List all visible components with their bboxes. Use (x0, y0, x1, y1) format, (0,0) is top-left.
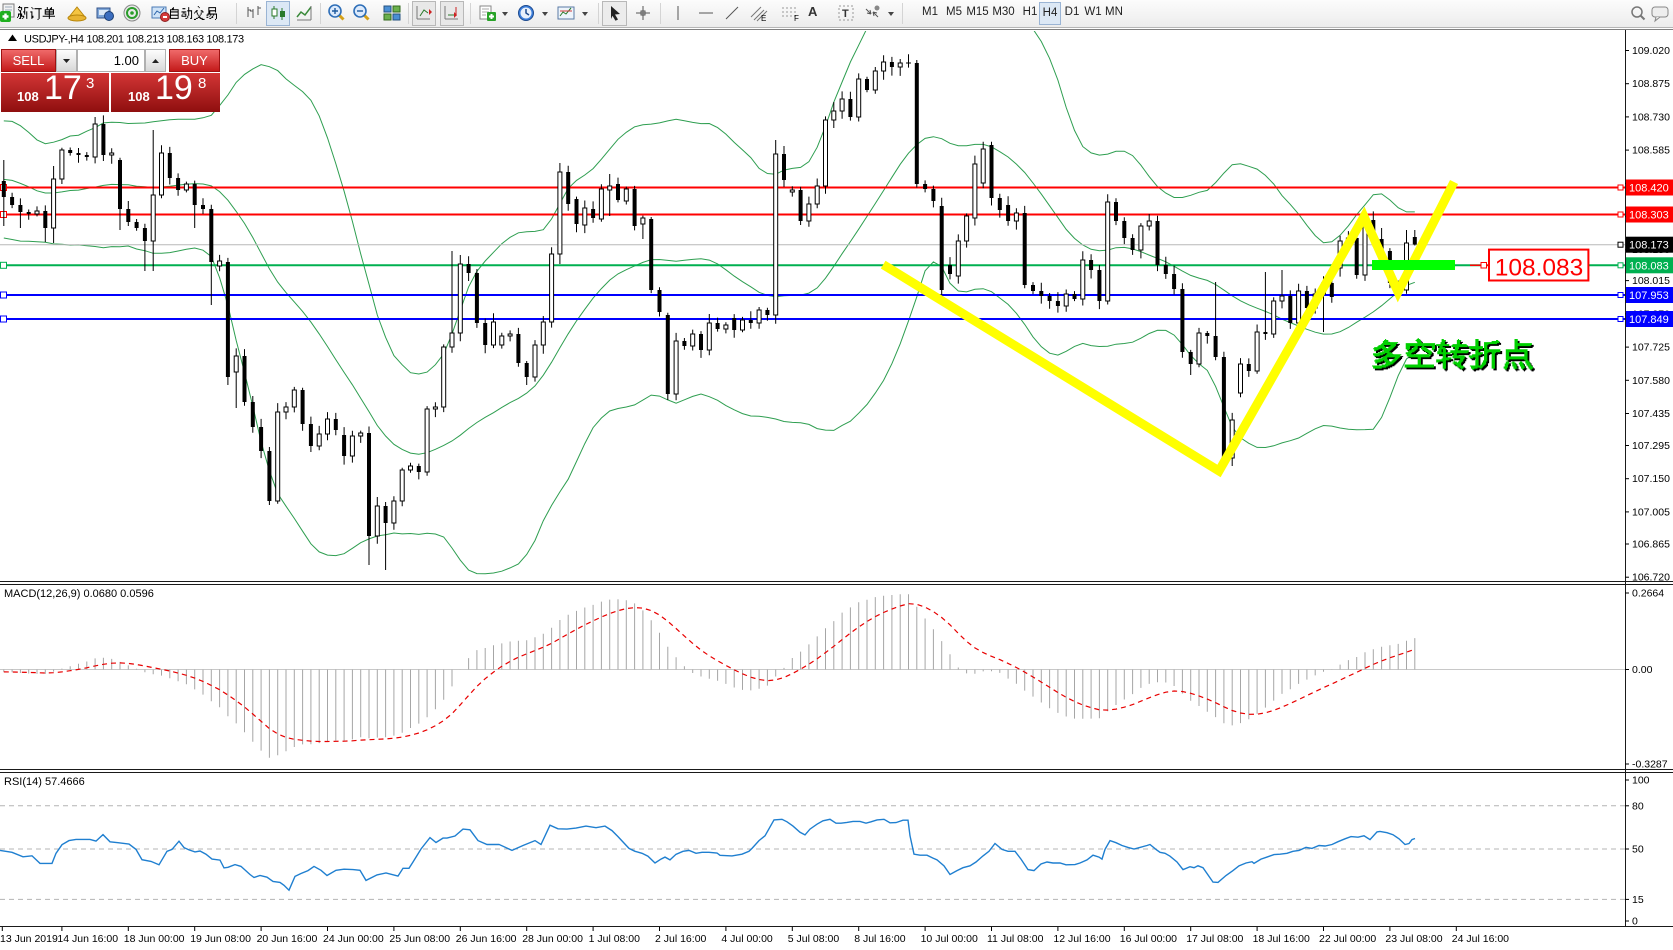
svg-text:107.953: 107.953 (1629, 290, 1669, 302)
svg-text:108.303: 108.303 (1629, 210, 1669, 222)
svg-text:10 Jul 00:00: 10 Jul 00:00 (921, 933, 978, 945)
svg-text:15: 15 (1632, 894, 1644, 906)
svg-text:80: 80 (1632, 800, 1644, 812)
svg-text:4 Jul 00:00: 4 Jul 00:00 (721, 933, 773, 945)
svg-text:108.420: 108.420 (1629, 183, 1669, 195)
svg-text:1 Jul 08:00: 1 Jul 08:00 (589, 933, 641, 945)
svg-text:E: E (761, 14, 766, 23)
svg-text:8 Jul 16:00: 8 Jul 16:00 (854, 933, 906, 945)
svg-text:107.005: 107.005 (1632, 506, 1670, 518)
svg-text:108.875: 108.875 (1632, 78, 1670, 90)
svg-text:T: T (842, 8, 849, 20)
svg-text:50: 50 (1632, 844, 1644, 856)
svg-text:106.865: 106.865 (1632, 539, 1670, 551)
svg-text:109.020: 109.020 (1632, 45, 1670, 57)
svg-text:107.725: 107.725 (1632, 342, 1670, 354)
svg-text:100: 100 (1632, 775, 1650, 787)
svg-text:18 Jul 16:00: 18 Jul 16:00 (1253, 933, 1310, 945)
svg-text:16 Jul 00:00: 16 Jul 00:00 (1120, 933, 1177, 945)
svg-text:MACD(12,26,9) 0.0680 0.0596: MACD(12,26,9) 0.0680 0.0596 (4, 588, 154, 600)
svg-text:13 Jun 2019: 13 Jun 2019 (0, 933, 58, 945)
svg-text:-0.3287: -0.3287 (1632, 759, 1668, 771)
svg-text:0.2664: 0.2664 (1632, 588, 1664, 600)
svg-text:108.173: 108.173 (1629, 240, 1669, 252)
svg-text:20 Jun 16:00: 20 Jun 16:00 (257, 933, 318, 945)
svg-text:108.585: 108.585 (1632, 145, 1670, 157)
svg-text:107.150: 107.150 (1632, 473, 1670, 485)
svg-text:19 Jun 08:00: 19 Jun 08:00 (190, 933, 251, 945)
svg-text:0.00: 0.00 (1632, 664, 1653, 676)
svg-text:5 Jul 08:00: 5 Jul 08:00 (788, 933, 840, 945)
svg-text:12 Jul 16:00: 12 Jul 16:00 (1053, 933, 1110, 945)
svg-text:28 Jun 00:00: 28 Jun 00:00 (522, 933, 583, 945)
svg-text:0: 0 (1632, 916, 1638, 928)
svg-text:23 Jul 08:00: 23 Jul 08:00 (1385, 933, 1442, 945)
svg-text:F: F (794, 14, 799, 23)
svg-text:22 Jul 00:00: 22 Jul 00:00 (1319, 933, 1376, 945)
svg-text:107.435: 107.435 (1632, 408, 1670, 420)
svg-text:11 Jul 08:00: 11 Jul 08:00 (987, 933, 1044, 945)
svg-text:108.730: 108.730 (1632, 111, 1670, 123)
svg-text:107.849: 107.849 (1629, 314, 1669, 326)
svg-text:108.083: 108.083 (1495, 255, 1584, 282)
svg-text:106.720: 106.720 (1632, 572, 1670, 584)
svg-text:18 Jun 00:00: 18 Jun 00:00 (124, 933, 185, 945)
svg-text:26 Jun 16:00: 26 Jun 16:00 (456, 933, 517, 945)
svg-text:24 Jun 00:00: 24 Jun 00:00 (323, 933, 384, 945)
svg-text:24 Jul 16:00: 24 Jul 16:00 (1452, 933, 1509, 945)
svg-text:17 Jul 08:00: 17 Jul 08:00 (1186, 933, 1243, 945)
svg-text:107.580: 107.580 (1632, 375, 1670, 387)
svg-text:108.083: 108.083 (1629, 260, 1669, 272)
svg-text:108.015: 108.015 (1632, 275, 1670, 287)
svg-text:RSI(14) 57.4666: RSI(14) 57.4666 (4, 776, 85, 788)
svg-text:107.295: 107.295 (1632, 440, 1670, 452)
svg-text:2 Jul 16:00: 2 Jul 16:00 (655, 933, 707, 945)
svg-text:USDJPY-,H4 108.201 108.213 10: USDJPY-,H4 108.201 108.213 108.163 108.1… (24, 34, 244, 46)
svg-text:25 Jun 08:00: 25 Jun 08:00 (389, 933, 450, 945)
svg-text:14 Jun 16:00: 14 Jun 16:00 (57, 933, 118, 945)
